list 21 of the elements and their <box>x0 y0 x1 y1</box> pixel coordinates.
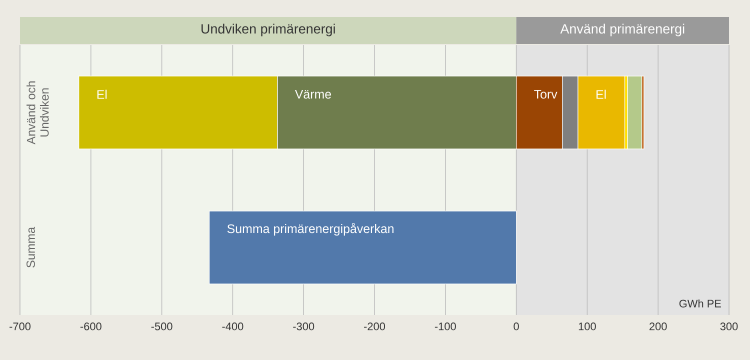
x-tick-label: -400 <box>222 322 244 330</box>
x-tick-label: -300 <box>293 322 314 330</box>
y-tick-label: Summa <box>26 226 35 268</box>
series-label: Torv <box>534 90 558 99</box>
x-tick-label: -700 <box>10 322 31 330</box>
x-axis-title: GWh PE <box>679 299 721 308</box>
x-tick-label: -100 <box>434 322 456 330</box>
series-label: Värme <box>294 90 332 99</box>
x-tick-label: -200 <box>364 322 386 330</box>
band-label: Undviken primärenergi <box>202 24 335 36</box>
x-tick-label: -500 <box>151 322 172 330</box>
x-tick-label: 100 <box>578 322 596 330</box>
series-label: Summa primärenergipåverkan <box>227 222 394 236</box>
y-tick-label: Använd och Undviken <box>26 81 49 144</box>
x-tick-label: -600 <box>80 322 102 330</box>
x-tick-label: 300 <box>720 322 738 330</box>
series-label: El <box>97 90 107 99</box>
series-label: El <box>596 90 606 99</box>
x-tick-label: 200 <box>650 322 667 330</box>
band-label: Använd primärenergi <box>560 24 684 36</box>
x-tick-label: 0 <box>514 322 519 330</box>
